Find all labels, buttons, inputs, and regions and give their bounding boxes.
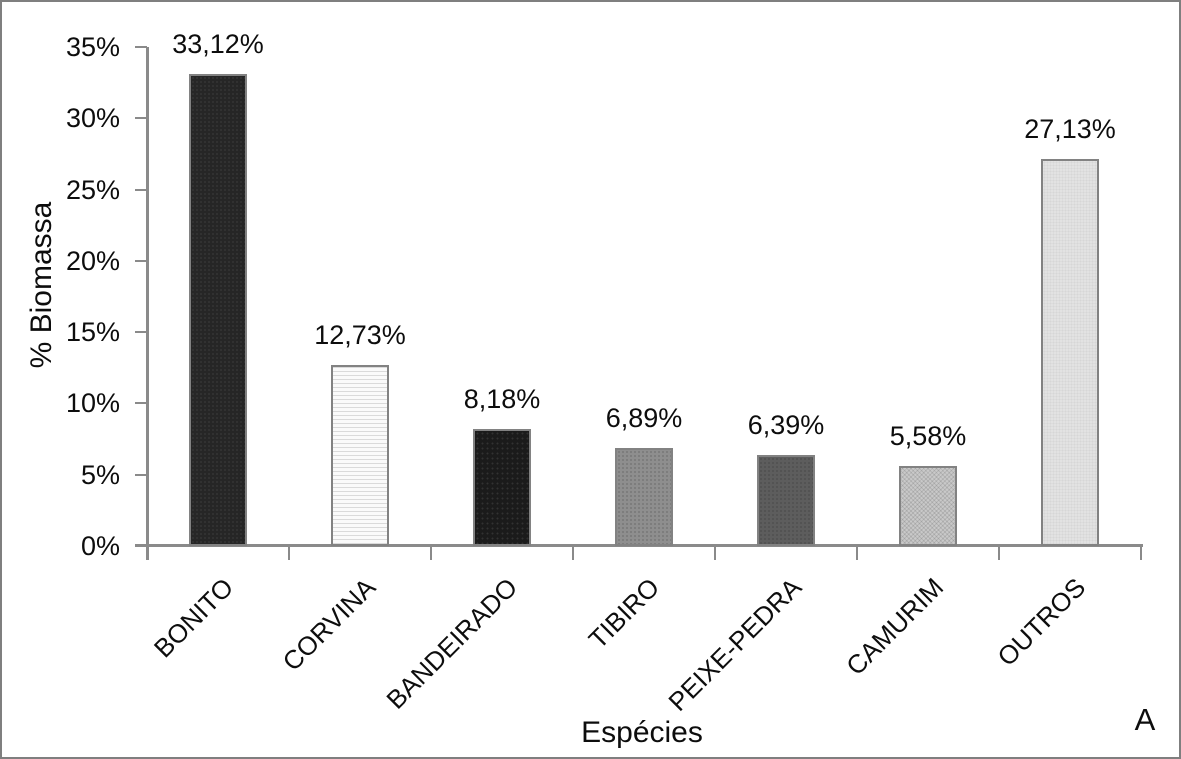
y-tick-mark — [135, 331, 147, 334]
y-tick-label: 0% — [80, 531, 120, 561]
bar-value-label: 12,73% — [314, 319, 406, 350]
bar-peixe-pedra — [757, 454, 815, 546]
x-tick-mark — [572, 546, 574, 560]
y-tick-mark — [135, 259, 147, 262]
bar-value-label: 33,12% — [172, 28, 264, 59]
bar-camurim — [899, 466, 957, 546]
bar-value-label: 27,13% — [1024, 114, 1116, 145]
x-tick-mark — [714, 546, 716, 560]
x-tick-mark — [998, 546, 1000, 560]
bar-bonito — [189, 73, 247, 546]
y-axis-title: % Biomassa — [25, 201, 58, 369]
x-tick-mark — [146, 546, 148, 560]
bar-corvina — [331, 364, 389, 546]
x-tick-mark — [1140, 546, 1142, 560]
y-tick-label: 5% — [80, 459, 120, 490]
y-tick-label: 15% — [65, 317, 120, 348]
y-axis-line — [146, 47, 149, 560]
bar-bandeirado — [473, 429, 531, 546]
y-tick-mark — [135, 188, 147, 191]
y-tick-mark — [135, 402, 147, 405]
x-tick-mark — [430, 546, 432, 560]
bar-value-label: 8,18% — [463, 384, 541, 415]
y-tick-mark — [135, 473, 147, 476]
bar-value-label: 6,89% — [605, 402, 683, 433]
bar-outros — [1041, 159, 1099, 546]
bar-value-label: 6,39% — [747, 409, 825, 440]
y-tick-mark — [135, 545, 147, 547]
y-tick-label: 25% — [65, 174, 120, 205]
x-tick-mark — [288, 546, 290, 560]
y-tick-mark — [135, 117, 147, 120]
y-tick-label: 10% — [65, 388, 120, 419]
x-axis-title: Espécies — [581, 716, 703, 749]
y-tick-label: 20% — [65, 245, 120, 276]
panel-letter: A — [1134, 702, 1156, 737]
y-tick-mark — [135, 46, 147, 48]
bar-tibiro — [615, 447, 673, 546]
bar-value-label: 5,58% — [889, 421, 967, 452]
y-tick-label: 30% — [65, 103, 120, 134]
x-tick-mark — [856, 546, 858, 560]
y-tick-label: 35% — [65, 32, 120, 62]
